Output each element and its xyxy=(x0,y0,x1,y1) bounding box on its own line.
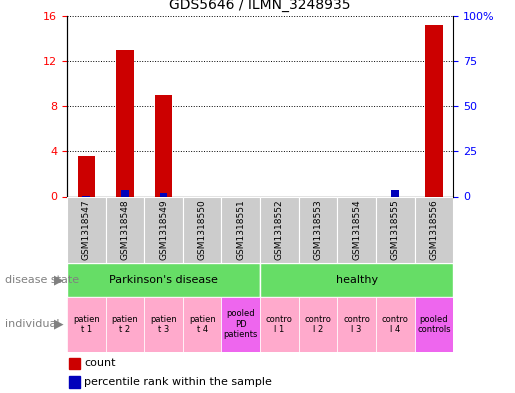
Text: GSM1318556: GSM1318556 xyxy=(430,200,438,260)
Bar xyxy=(221,297,260,352)
Text: contro
l 2: contro l 2 xyxy=(304,314,332,334)
Bar xyxy=(299,297,337,352)
Text: patien
t 3: patien t 3 xyxy=(150,314,177,334)
Bar xyxy=(69,358,80,369)
Text: disease state: disease state xyxy=(5,275,79,285)
Bar xyxy=(78,156,95,196)
Text: GSM1318548: GSM1318548 xyxy=(121,200,129,260)
Text: GSM1318554: GSM1318554 xyxy=(352,200,361,260)
Text: GSM1318552: GSM1318552 xyxy=(275,200,284,260)
Text: contro
l 3: contro l 3 xyxy=(343,314,370,334)
Bar xyxy=(221,196,260,263)
Text: patien
t 2: patien t 2 xyxy=(112,314,138,334)
Text: patien
t 4: patien t 4 xyxy=(189,314,215,334)
Bar xyxy=(260,297,299,352)
Text: GSM1318551: GSM1318551 xyxy=(236,200,245,260)
Bar xyxy=(116,50,133,196)
Bar xyxy=(69,376,80,388)
Bar xyxy=(337,196,376,263)
Text: patien
t 1: patien t 1 xyxy=(73,314,99,334)
Text: ▶: ▶ xyxy=(55,318,64,331)
Text: count: count xyxy=(84,358,116,368)
Text: contro
l 4: contro l 4 xyxy=(382,314,409,334)
Bar xyxy=(160,193,167,196)
Bar xyxy=(67,297,106,352)
Text: pooled
controls: pooled controls xyxy=(417,314,451,334)
Text: GSM1318553: GSM1318553 xyxy=(314,200,322,260)
Bar xyxy=(391,190,399,196)
Text: ▶: ▶ xyxy=(55,274,64,287)
Text: pooled
PD
patients: pooled PD patients xyxy=(224,309,258,339)
Bar xyxy=(121,190,129,196)
Bar xyxy=(144,196,183,263)
Bar xyxy=(155,95,172,196)
Text: Parkinson's disease: Parkinson's disease xyxy=(109,275,218,285)
Text: healthy: healthy xyxy=(336,275,377,285)
Bar xyxy=(376,297,415,352)
Bar xyxy=(415,196,453,263)
Bar xyxy=(183,196,221,263)
Bar xyxy=(183,297,221,352)
Bar xyxy=(106,297,144,352)
Text: individual: individual xyxy=(5,319,60,329)
Title: GDS5646 / ILMN_3248935: GDS5646 / ILMN_3248935 xyxy=(169,0,351,12)
Bar xyxy=(260,196,299,263)
Text: GSM1318555: GSM1318555 xyxy=(391,200,400,260)
Bar xyxy=(376,196,415,263)
Bar xyxy=(260,263,453,297)
Bar xyxy=(299,196,337,263)
Bar xyxy=(425,25,442,196)
Bar xyxy=(67,196,106,263)
Bar xyxy=(106,196,144,263)
Text: GSM1318550: GSM1318550 xyxy=(198,200,207,260)
Bar xyxy=(415,297,453,352)
Text: contro
l 1: contro l 1 xyxy=(266,314,293,334)
Bar xyxy=(144,297,183,352)
Text: GSM1318547: GSM1318547 xyxy=(82,200,91,260)
Text: GSM1318549: GSM1318549 xyxy=(159,200,168,260)
Bar xyxy=(67,263,260,297)
Bar xyxy=(337,297,376,352)
Text: percentile rank within the sample: percentile rank within the sample xyxy=(84,377,272,387)
